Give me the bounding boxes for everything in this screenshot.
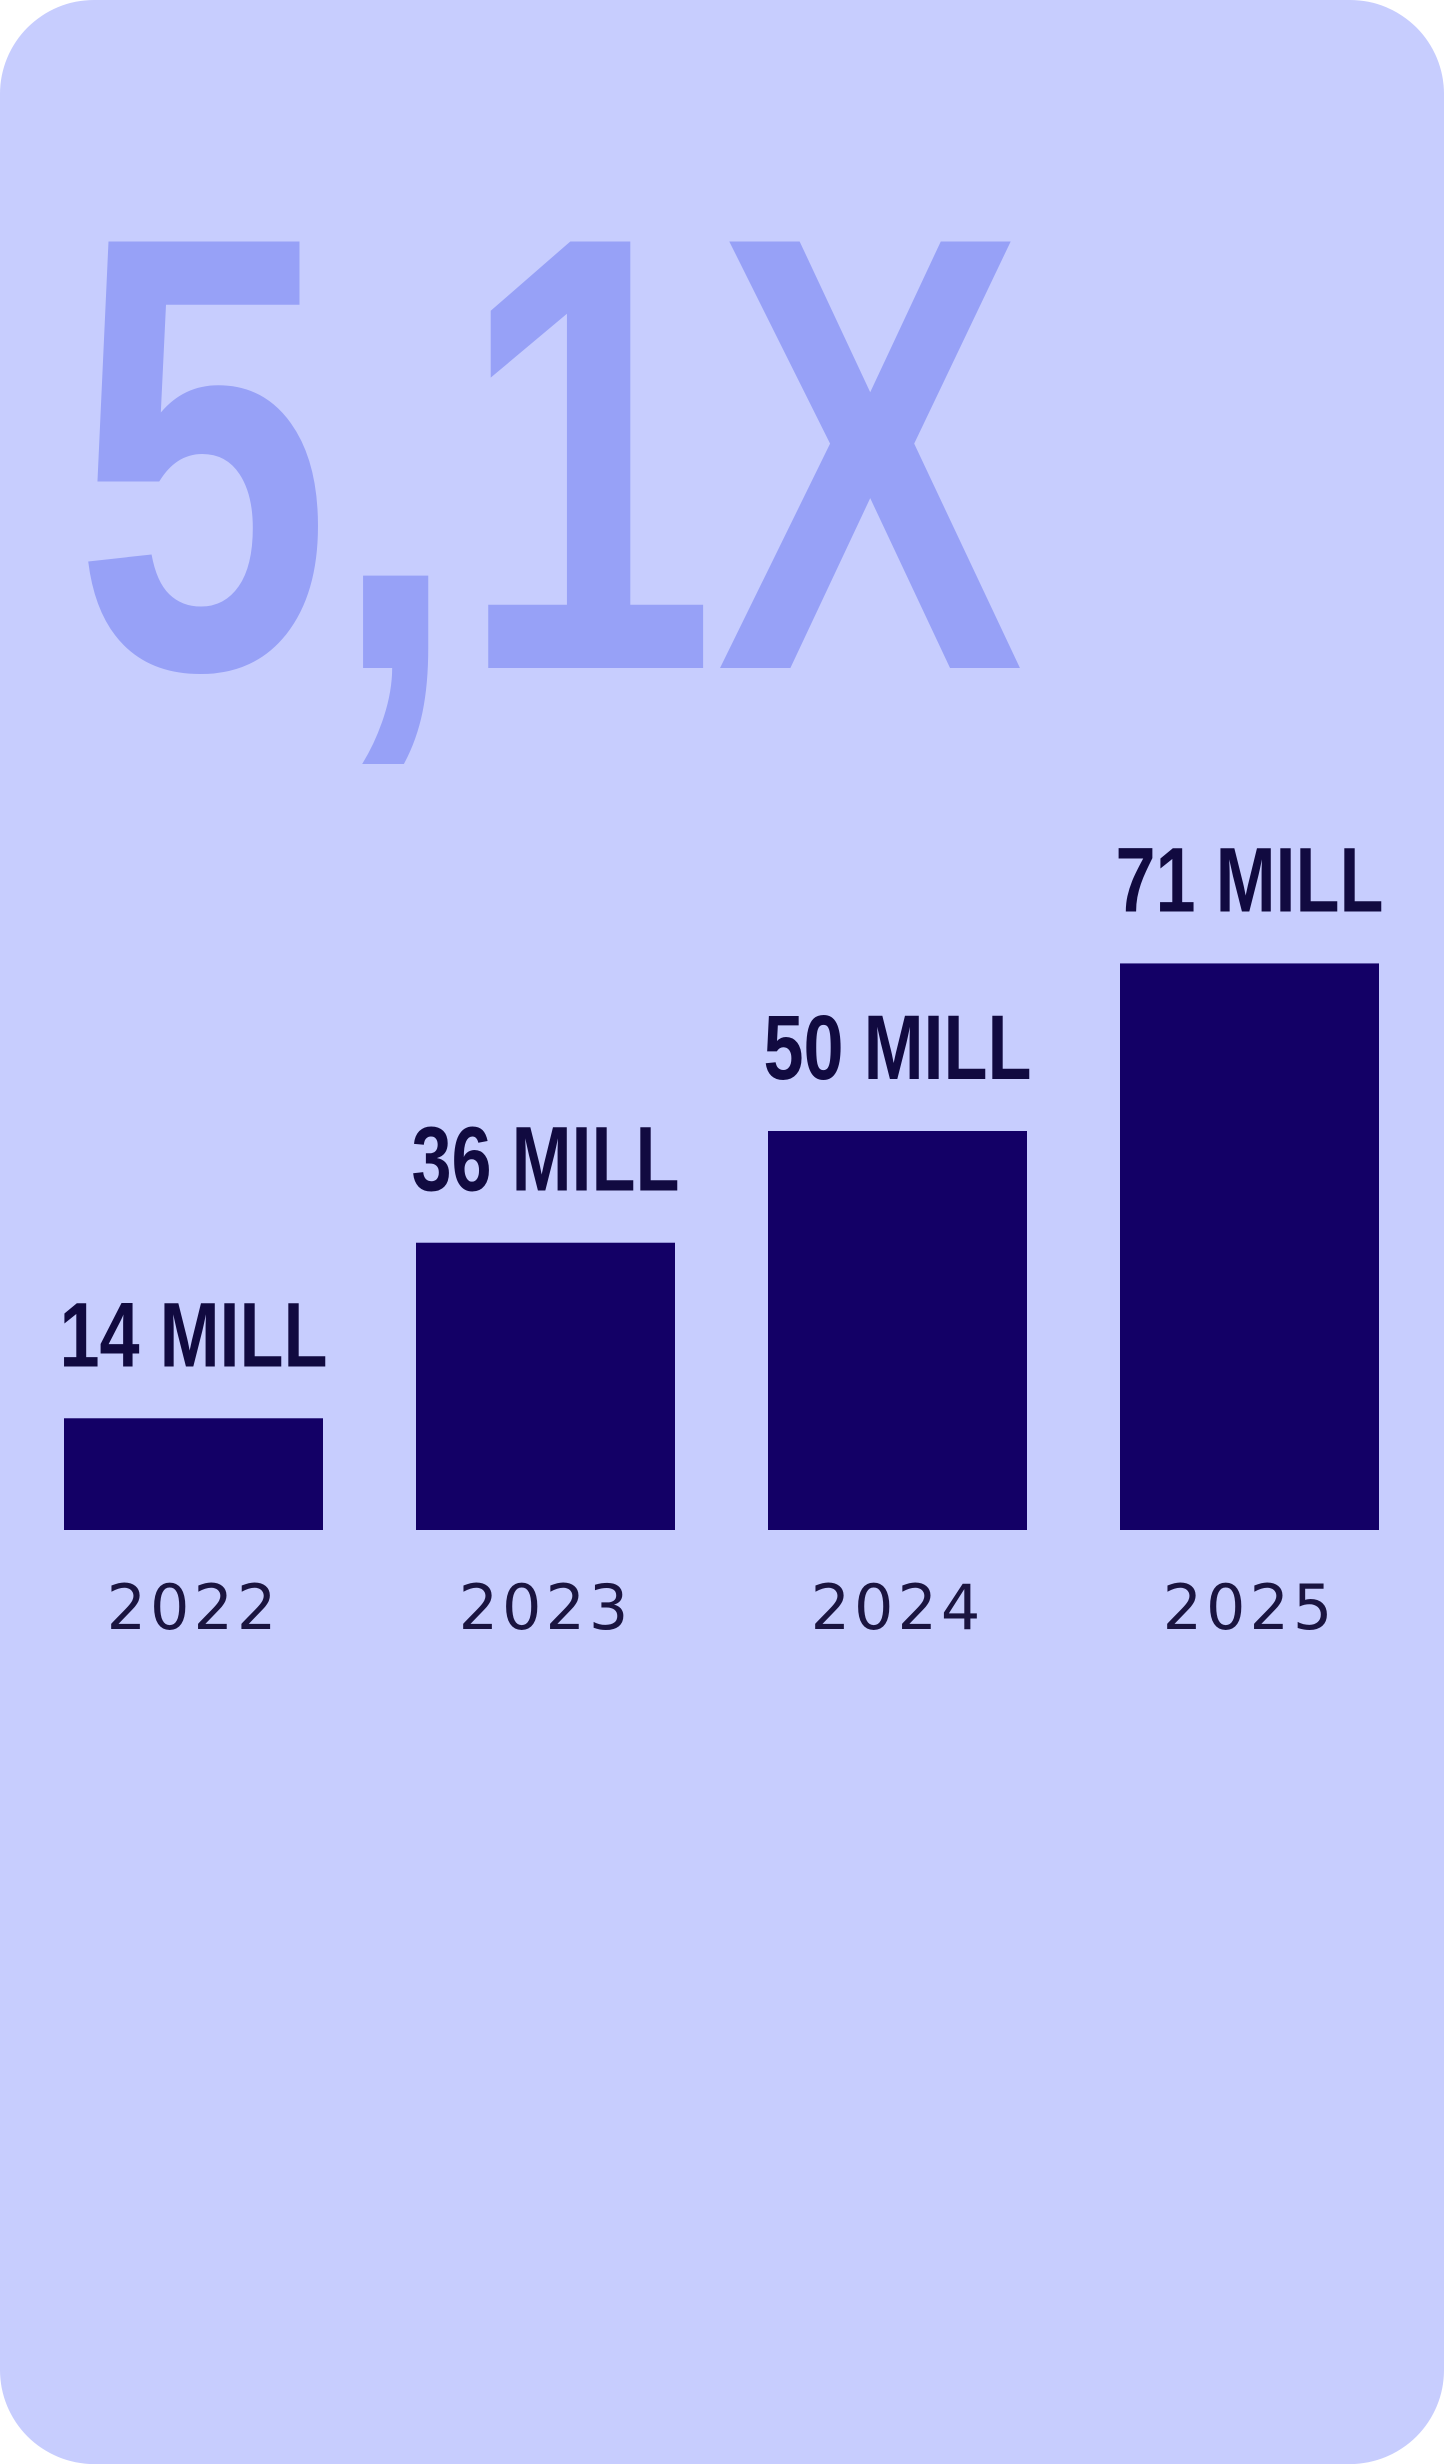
value-label: 14 MILL (60, 1284, 328, 1386)
x-tick-label: 2022 (107, 1571, 281, 1644)
value-label: 36 MILL (412, 1109, 680, 1211)
value-label: 50 MILL (764, 997, 1032, 1099)
chart-title: 5,1X (74, 108, 1026, 800)
x-tick-label: 2023 (459, 1571, 633, 1644)
x-tick-label: 2024 (811, 1571, 985, 1644)
value-label: 71 MILL (1116, 829, 1384, 931)
bar (416, 1242, 675, 1530)
x-tick-label: 2025 (1163, 1571, 1337, 1644)
bar (64, 1418, 323, 1530)
bar (1120, 963, 1379, 1530)
bar (768, 1131, 1027, 1530)
